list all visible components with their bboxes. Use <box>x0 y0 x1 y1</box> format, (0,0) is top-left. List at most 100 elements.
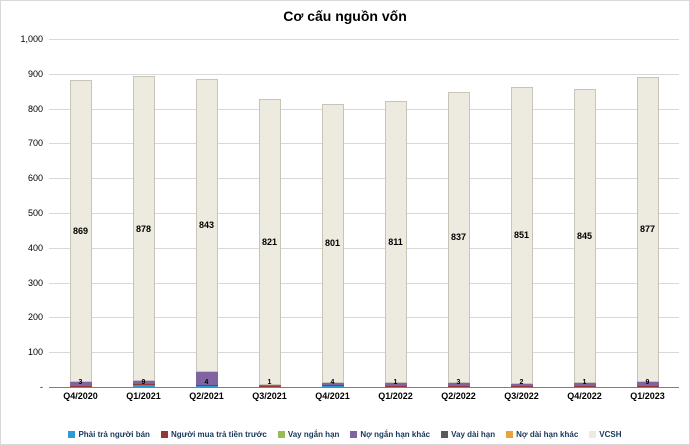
y-tick-label: 900 <box>27 68 43 79</box>
bar-segment: 821 <box>258 98 281 385</box>
legend-swatch-icon <box>441 431 449 438</box>
legend-swatch-icon <box>160 431 168 438</box>
legend-label: Người mua trả tiền trước <box>170 430 267 439</box>
legend-swatch-icon <box>506 431 514 438</box>
bar-segment: 851 <box>510 87 533 384</box>
chart-title: Cơ cấu nguồn vốn <box>283 8 407 24</box>
small-segment-label: 3 <box>456 379 461 386</box>
gridline: 400 <box>28 243 679 253</box>
gridline: 600 <box>28 173 679 183</box>
stacked-bar: 851 2 <box>510 87 533 387</box>
bar-column: 837 3 <box>427 39 490 387</box>
y-tick-label: 600 <box>27 173 43 184</box>
x-axis-label: Q4/2022 <box>567 391 602 401</box>
y-tick-label: 500 <box>27 208 43 218</box>
small-segment-label: 2 <box>519 379 524 386</box>
y-tick-label: 200 <box>27 312 43 323</box>
legend-label: Nợ ngắn hạn khác <box>360 430 431 439</box>
legend-item: Vay ngắn hạn <box>277 430 339 439</box>
bar-column: 845 1 <box>553 39 616 387</box>
bar-segment <box>510 383 533 386</box>
gridline: 200 <box>28 312 679 322</box>
stacked-bar: 878 9 <box>132 75 155 387</box>
bar-segment <box>447 385 470 387</box>
bar-segment <box>132 381 155 384</box>
bar-segment <box>69 385 92 387</box>
x-axis-label: Q3/2021 <box>252 391 287 401</box>
legend-item: VCSH <box>589 430 622 439</box>
legend-swatch-icon <box>277 431 285 438</box>
bar-segment: 845 <box>573 89 596 384</box>
y-tick-label: 700 <box>27 138 43 149</box>
gridline: 800 <box>28 104 679 114</box>
bar-segment <box>447 382 470 386</box>
small-segment-label: 4 <box>330 379 335 386</box>
legend-item: Phải trả người bán <box>68 430 150 439</box>
small-segment-label: 9 <box>141 379 146 386</box>
legend-label: Phải trả người bán <box>78 430 150 439</box>
bars-container: 869 3 878 9 843 4 821 1 801 4 811 1 837 3 851 2 845 1 877 9 <box>49 39 679 387</box>
bar-segment: 869 <box>69 79 92 383</box>
stacked-bar: 837 3 <box>447 91 470 387</box>
gridline: 500 <box>28 208 679 218</box>
bar-segment <box>69 382 92 386</box>
bar-column: 878 9 <box>112 39 175 387</box>
bar-segment <box>258 385 281 387</box>
y-tick-label: 1,000 <box>20 34 43 44</box>
bar-segment <box>132 383 155 387</box>
bar-column: 811 1 <box>364 39 427 387</box>
bar-segment <box>384 382 407 387</box>
gridline: 900 <box>28 69 679 79</box>
chart-legend: Phải trả người bán Người mua trả tiền trư… <box>1 430 689 439</box>
legend-swatch-icon <box>589 431 597 438</box>
small-segment-label: 3 <box>78 379 83 386</box>
small-segment-label: 4 <box>204 379 209 386</box>
y-tick-label: 300 <box>27 277 43 288</box>
bar-segment: 837 <box>447 91 470 383</box>
bar-column: 851 2 <box>490 39 553 387</box>
bar-column: 821 1 <box>238 39 301 387</box>
bar-segment: 877 <box>636 76 659 382</box>
bar-segment <box>195 372 218 386</box>
legend-item: Nợ ngắn hạn khác <box>350 430 430 439</box>
small-segment-label: 1 <box>267 379 272 386</box>
y-tick-label: 400 <box>27 242 43 253</box>
gridline: 300 <box>28 278 679 288</box>
stacked-bar: 845 1 <box>573 89 596 387</box>
x-axis-label: Q4/2020 <box>63 391 98 401</box>
small-segment-label: 1 <box>393 379 398 386</box>
bar-segment <box>573 383 596 387</box>
x-axis-label: Q1/2023 <box>630 391 665 401</box>
bar-segment: 811 <box>384 100 407 383</box>
y-tick-label: 100 <box>27 347 43 358</box>
legend-item: Vay dài hạn <box>441 430 495 439</box>
bar-segment <box>321 382 344 386</box>
legend-item: Nợ dài hạn khác <box>506 430 578 439</box>
small-segment-label: 9 <box>645 379 650 386</box>
bar-column: 801 4 <box>301 39 364 387</box>
x-axis-line: - <box>40 382 679 392</box>
bar-segment <box>636 381 659 386</box>
y-tick-label: - <box>40 382 43 392</box>
bar-segment: 801 <box>321 104 344 383</box>
x-axis-label: Q2/2022 <box>441 391 476 401</box>
legend-item: Người mua trả tiền trước <box>160 430 267 439</box>
plot-area: 1,000 900 800 700 600 500 400 300 200 100-869 3 878… <box>20 34 679 392</box>
bar-column: 869 3 <box>49 39 112 387</box>
legend-label: Nợ dài hạn khác <box>516 430 579 439</box>
gridline: 1,000 <box>20 34 679 44</box>
bar-column: 843 4 <box>175 39 238 387</box>
legend-label: Vay dài hạn <box>451 430 496 439</box>
stacked-bar: 877 9 <box>636 76 659 387</box>
legend-swatch-icon <box>68 431 76 438</box>
stacked-bar: 869 3 <box>69 79 92 387</box>
gridline: 700 <box>28 138 679 148</box>
x-axis-label: Q1/2021 <box>126 391 161 401</box>
legend-label: VCSH <box>599 430 622 439</box>
bar-segment <box>258 384 281 386</box>
y-tick-label: 800 <box>27 103 43 114</box>
bar-segment <box>636 386 659 387</box>
bar-segment <box>510 386 533 387</box>
gridline: 100 <box>28 347 679 357</box>
bar-segment: 878 <box>132 75 155 382</box>
